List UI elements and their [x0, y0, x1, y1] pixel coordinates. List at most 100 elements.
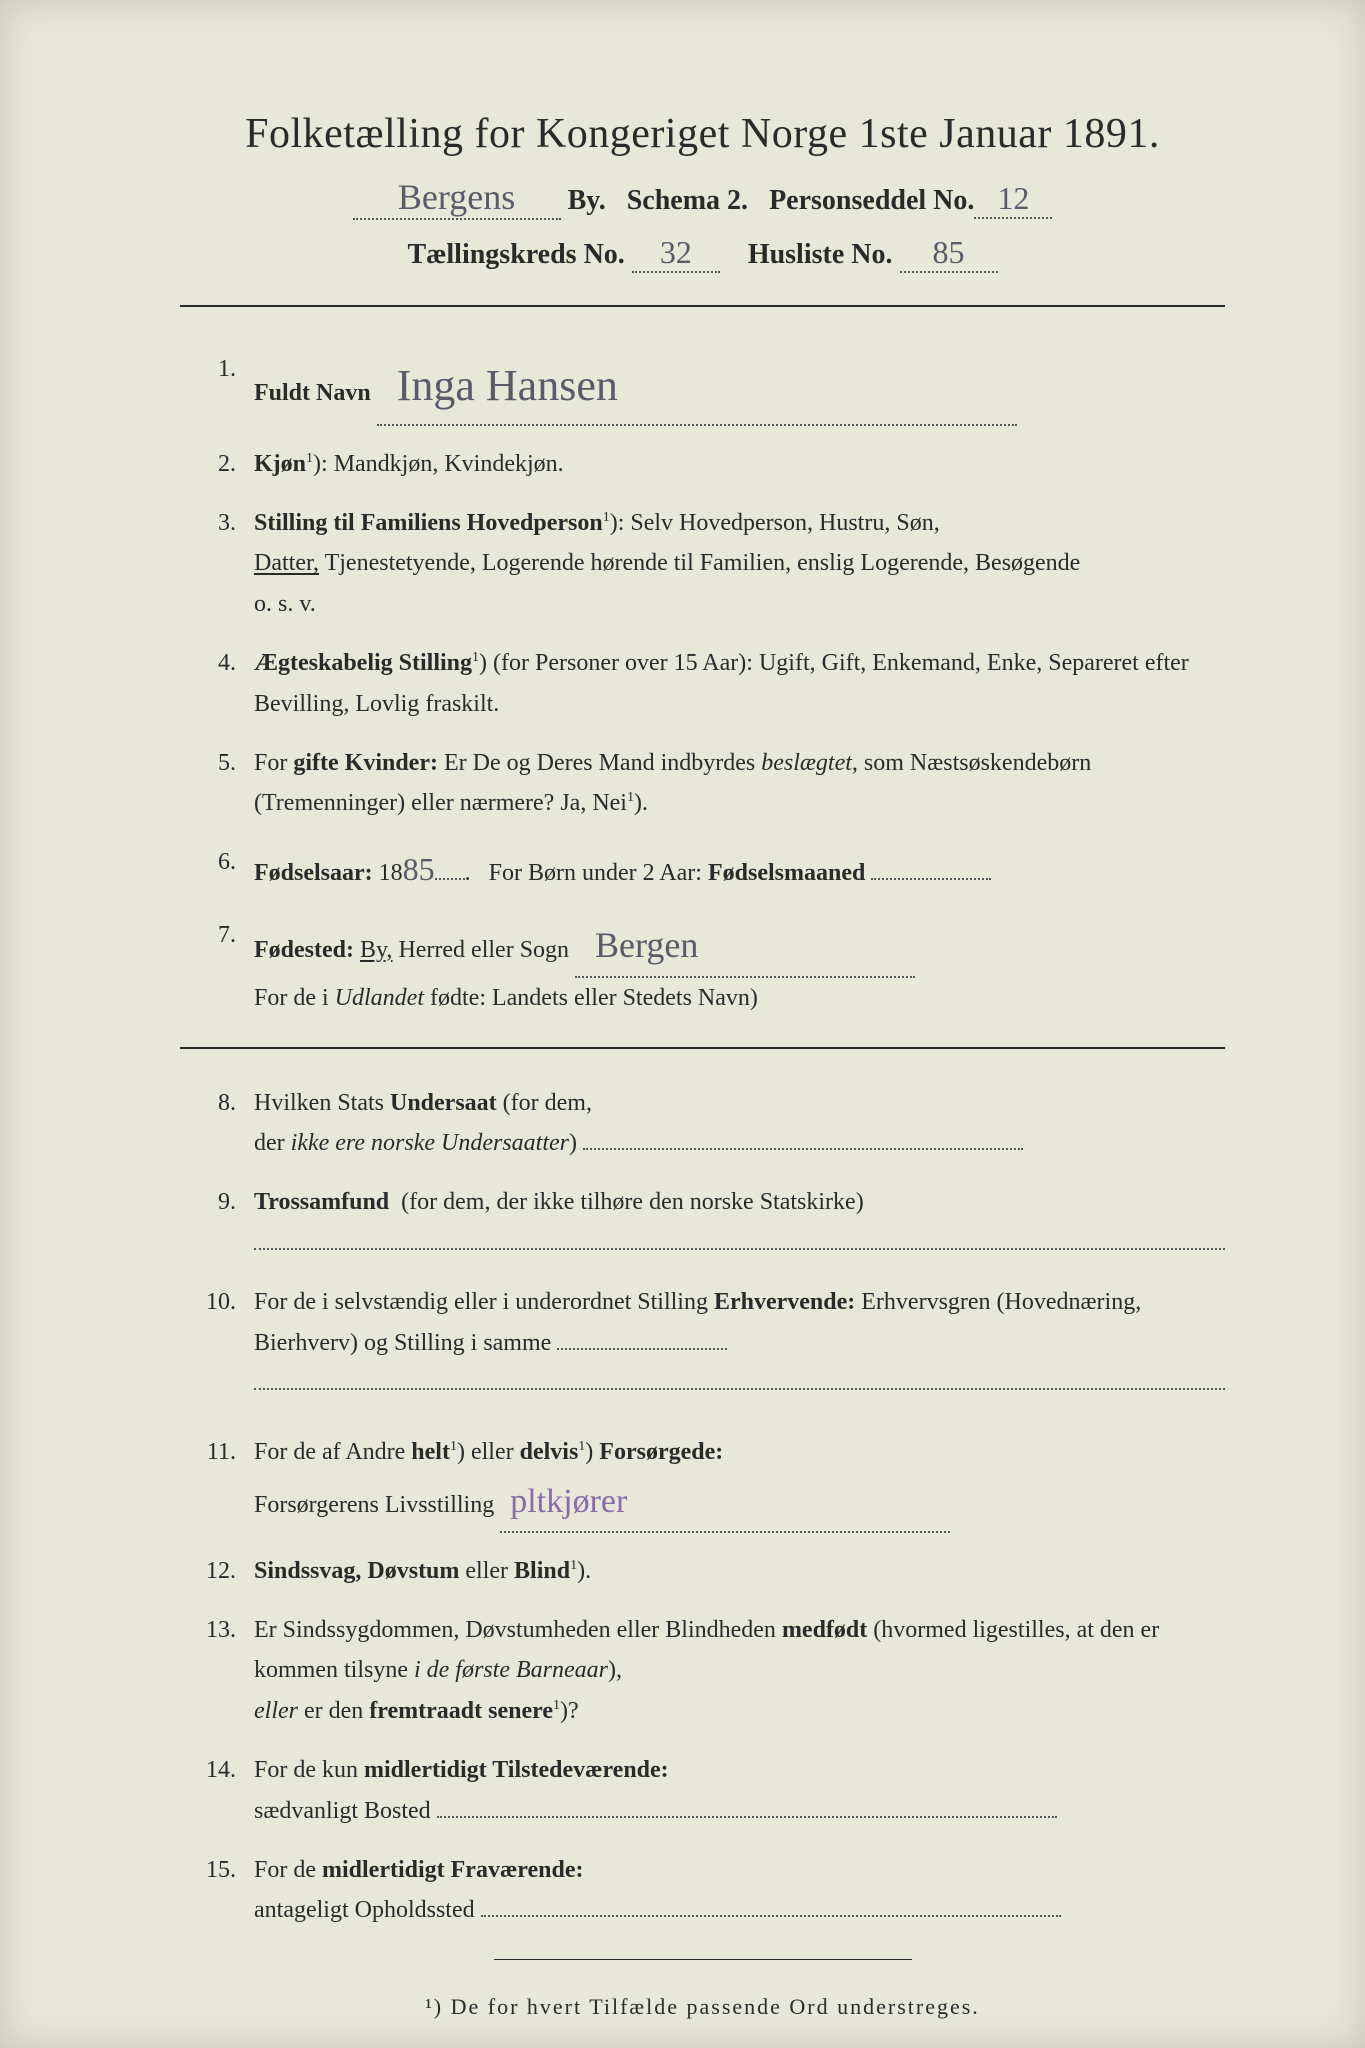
q7-line2b: Udlandet [335, 985, 424, 1011]
item-number: 3. [180, 503, 254, 625]
q7-line2c: fødte: Landets eller Stedets Navn) [430, 985, 758, 1011]
q13-f: eller [254, 1698, 298, 1724]
q13-e: ), [608, 1657, 622, 1683]
husliste-no: 85 [933, 234, 965, 271]
q13-a: Er Sindssygdommen, Døvstumheden eller Bl… [254, 1617, 776, 1643]
q6-prefix: 18 [379, 860, 403, 886]
item-14: 14. For de kun midlertidigt Tilstedevære… [180, 1750, 1225, 1832]
item-number: 9. [180, 1182, 254, 1264]
q4-label: Ægteskabelig Stilling [254, 650, 472, 676]
city-handwritten: Bergens [398, 176, 515, 218]
item-11: 11. For de af Andre helt1) eller delvis1… [180, 1432, 1225, 1533]
q11-a: For de af Andre [254, 1439, 405, 1465]
q3-text-c: o. s. v. [254, 591, 316, 617]
item-13: 13. Er Sindssygdommen, Døvstumheden elle… [180, 1610, 1225, 1732]
q3-label: Stilling til Familiens Hovedperson [254, 510, 603, 536]
divider-mid [180, 1047, 1225, 1049]
item-number: 15. [180, 1850, 254, 1932]
q14-b: midlertidigt Tilstedeværende: [364, 1757, 669, 1783]
item-2: 2. Kjøn1): Mandkjøn, Kvindekjøn. [180, 444, 1225, 485]
item-number: 7. [180, 915, 254, 1019]
census-form-page: Folketælling for Kongeriget Norge 1ste J… [0, 0, 1365, 2048]
q13-d: i de første Barneaar [414, 1657, 608, 1683]
q5-a: For [254, 750, 287, 776]
q5-ital: beslægtet, [761, 750, 858, 776]
q15-c: antageligt Opholdssted [254, 1897, 475, 1923]
q14-c: sædvanligt Bosted [254, 1798, 431, 1824]
subheading-line-2: Tællingskreds No. 32 Husliste No. 85 [180, 234, 1225, 273]
item-number: 1. [180, 349, 254, 426]
personseddel-label: Personseddel No. [769, 185, 974, 216]
item-number: 11. [180, 1432, 254, 1533]
q12-b: eller [465, 1558, 508, 1584]
item-1: 1. Fuldt Navn Inga Hansen [180, 349, 1225, 426]
item-number: 13. [180, 1610, 254, 1732]
item-number: 14. [180, 1750, 254, 1832]
q11-c: eller [471, 1439, 514, 1465]
item-number: 12. [180, 1551, 254, 1592]
q3-text-a: Selv Hovedperson, Hustru, Søn, [630, 510, 939, 536]
q7-label: Fødested: [254, 937, 354, 963]
city-label: By. [568, 185, 606, 216]
item-number: 10. [180, 1282, 254, 1404]
item-number: 2. [180, 444, 254, 485]
q11-value: pltkjører [510, 1483, 627, 1520]
q6-maaned: Fødselsmaaned [708, 860, 865, 886]
q13-g: er den [304, 1698, 363, 1724]
q11-e: Forsørgede: [599, 1439, 723, 1465]
item-12: 12. Sindssvag, Døvstum eller Blind1). [180, 1551, 1225, 1592]
q8-b: Undersaat [390, 1090, 497, 1116]
q13-b: medfødt [782, 1617, 867, 1643]
husliste-label: Husliste No. [748, 239, 893, 270]
q1-value: Inga Hansen [397, 349, 618, 424]
q2-label: Kjøn [254, 451, 306, 477]
item-7: 7. Fødested: By, Herred eller Sogn Berge… [180, 915, 1225, 1019]
q8-e: ikke ere norske Undersaatter [291, 1130, 569, 1156]
q9-label: Trossamfund [254, 1189, 389, 1215]
q11-f: Forsørgerens Livsstilling [254, 1492, 494, 1518]
q2-text: Mandkjøn, Kvindekjøn. [334, 451, 564, 477]
q5-b: gifte Kvinder: [293, 750, 438, 776]
divider-top [180, 305, 1225, 307]
schema-label: Schema 2. [627, 185, 748, 216]
q3-datter: Datter, [254, 550, 319, 576]
item-8: 8. Hvilken Stats Undersaat (for dem, der… [180, 1083, 1225, 1165]
item-number: 5. [180, 743, 254, 825]
item-number: 4. [180, 643, 254, 725]
q7-line2a: For de i [254, 985, 329, 1011]
divider-footnote [494, 1959, 912, 1960]
footnote-text: ¹) De for hvert Tilfælde passende Ord un… [180, 1994, 1225, 2020]
q8-c: (for dem, [503, 1090, 592, 1116]
item-9: 9. Trossamfund (for dem, der ikke tilhør… [180, 1182, 1225, 1264]
q10-b: Erhvervende: [714, 1289, 855, 1315]
q11-d: delvis [520, 1439, 579, 1465]
item-15: 15. For de midlertidigt Fraværende: anta… [180, 1850, 1225, 1932]
q11-b: helt [411, 1439, 450, 1465]
q8-a: Hvilken Stats [254, 1090, 384, 1116]
item-6: 6. Fødselsaar: 1885. For Børn under 2 Aa… [180, 842, 1225, 896]
item-number: 8. [180, 1083, 254, 1165]
q4-paren: (for Personer over 15 Aar): [493, 650, 753, 676]
taellingskreds-no: 32 [660, 234, 692, 271]
q15-b: midlertidigt Fraværende: [322, 1857, 584, 1883]
subheading-line-1: Bergens By. Schema 2. Personseddel No. 12 [180, 176, 1225, 220]
q10-a: For de i selvstændig eller i underordnet… [254, 1289, 708, 1315]
q7-value: Bergen [595, 915, 698, 976]
q5-text-a: Er De og Deres Mand indbyrdes [444, 750, 755, 776]
q8-d: der [254, 1130, 285, 1156]
q14-a: For de kun [254, 1757, 358, 1783]
q12-c: Blind [514, 1558, 570, 1584]
q6-year: 85 [403, 842, 435, 896]
q8-f: ) [569, 1130, 577, 1156]
q1-label: Fuldt Navn [254, 380, 371, 406]
q3-text-b: Tjenestetyende, Logerende hørende til Fa… [325, 550, 1081, 576]
taellingskreds-label: Tællingskreds No. [407, 239, 624, 270]
personseddel-no: 12 [997, 180, 1029, 217]
q13-h: fremtraadt senere [369, 1698, 553, 1724]
q9-text: (for dem, der ikke tilhøre den norske St… [401, 1189, 864, 1215]
item-10: 10. For de i selvstændig eller i underor… [180, 1282, 1225, 1404]
item-5: 5. For gifte Kvinder: Er De og Deres Man… [180, 743, 1225, 825]
q12-a: Sindssvag, Døvstum [254, 1558, 459, 1584]
page-title: Folketælling for Kongeriget Norge 1ste J… [180, 110, 1225, 158]
item-number: 6. [180, 842, 254, 896]
